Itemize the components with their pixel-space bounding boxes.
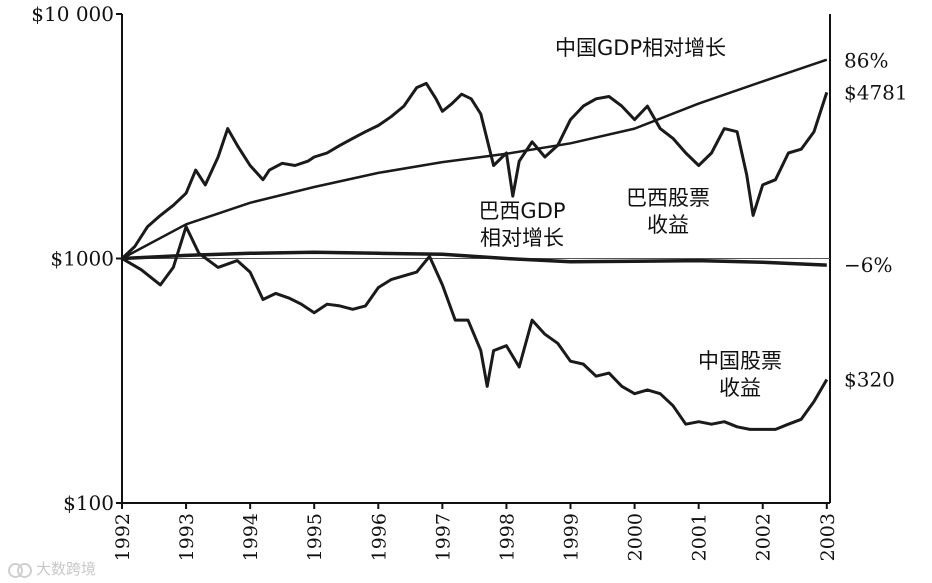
y-tick-label: $1000 [50, 247, 114, 271]
x-tick-label: 1998 [496, 513, 518, 561]
series-line-brazil_stock [120, 81, 829, 260]
x-tick-label: 1997 [432, 513, 454, 561]
series-line-china_gdp [121, 58, 828, 260]
series-line-china_stock [121, 225, 829, 431]
y-tick-label: $100 [63, 491, 114, 515]
x-tick-label: 2002 [753, 513, 775, 561]
x-axis: 1992 1993 1994 1995 1996 1997 1998 1999 2000 2001… [112, 503, 839, 561]
series-lines [120, 58, 829, 431]
end-label-china_stock: $320 [844, 367, 895, 391]
x-tick-label: 1999 [561, 513, 583, 561]
x-tick-label: 2000 [625, 513, 647, 561]
annotation-brazil_gdp: 巴西GDP [478, 199, 565, 223]
watermark: 大数跨境 [8, 558, 96, 579]
end-label-brazil_stock: $4781 [844, 80, 908, 104]
x-tick-label: 1992 [112, 513, 134, 561]
annotation-brazil_stock: 巴西股票 [626, 186, 710, 210]
x-tick-label: 2001 [689, 513, 711, 561]
series-line-brazil_gdp [121, 250, 827, 267]
end-label-china_gdp: 86% [844, 49, 888, 73]
x-tick-label: 1993 [176, 513, 198, 561]
annotation-china_stock: 收益 [719, 376, 761, 400]
watermark-logo-icon [8, 561, 32, 578]
annotation-china_stock: 中国股票 [698, 349, 782, 373]
y-tick-label: $10 000 [31, 2, 114, 26]
end-labels: 86% $4781 −6% $320 [844, 49, 908, 392]
y-axis: $10 000 $1000 $100 [31, 2, 122, 515]
end-label-brazil_gdp: −6% [844, 253, 893, 277]
x-tick-label: 2003 [817, 513, 839, 561]
x-tick-label: 1996 [368, 513, 390, 561]
x-tick-label: 1994 [240, 513, 262, 561]
annotation-china_gdp: 中国GDP相对增长 [555, 36, 726, 60]
annotation-brazil_gdp: 相对增长 [480, 226, 564, 250]
annotation-brazil_stock: 收益 [647, 213, 689, 237]
x-tick-label: 1995 [304, 513, 326, 561]
watermark-text: 大数跨境 [36, 560, 97, 578]
